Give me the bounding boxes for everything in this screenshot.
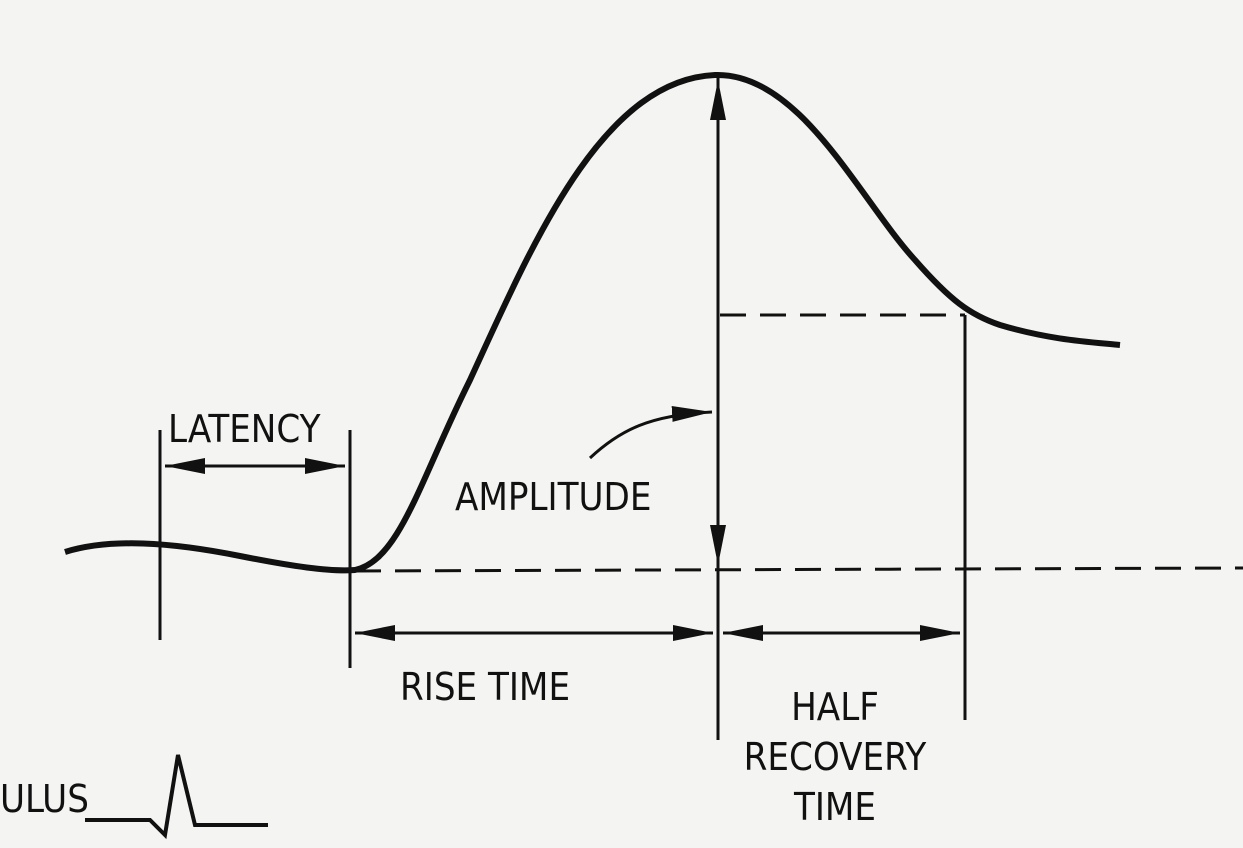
response-curve	[64, 71, 1121, 574]
amplitude-label: AMPLITUDE	[455, 475, 651, 519]
latency-label: LATENCY	[168, 407, 321, 451]
baseline-dashed	[354, 566, 1243, 573]
half-recovery-label: TIME	[793, 785, 876, 829]
amplitude-pointer	[588, 405, 713, 460]
half-recovery-label: RECOVERY	[744, 735, 927, 779]
half-recovery-label: HALF	[791, 685, 879, 729]
rise-time-label: RISE TIME	[400, 665, 570, 709]
stimulus-label: ULUS	[0, 777, 89, 821]
stimulus-pulse	[85, 754, 268, 840]
